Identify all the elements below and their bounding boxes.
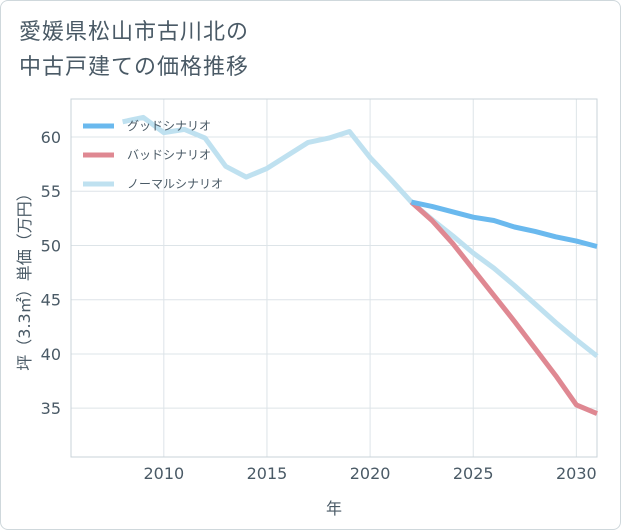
- x-axis-label: 年: [326, 499, 342, 518]
- y-tick-label-40: 40: [41, 345, 61, 364]
- x-tick-label-2025: 2025: [453, 464, 494, 483]
- chart-title-line-1: 愛媛県松山市古川北の: [19, 20, 250, 45]
- series-line-1: [409, 200, 598, 416]
- legend-label-1: バッドシナリオ: [127, 148, 211, 162]
- y-tick-label-35: 35: [41, 399, 61, 418]
- series-lines: [122, 114, 599, 416]
- y-tick-label-60: 60: [41, 128, 61, 147]
- y-axis-label: 坪（3.3㎡）単価（万円）: [15, 185, 34, 370]
- series-line-2: [122, 114, 599, 359]
- chart-title: 愛媛県松山市古川北の 中古戸建ての価格推移: [19, 15, 249, 85]
- y-tick-label-50: 50: [41, 236, 61, 255]
- legend-label-0: グッドシナリオ: [127, 119, 211, 133]
- plot-area-border: [70, 98, 598, 458]
- chart-title-line-2: 中古戸建ての価格推移: [19, 55, 250, 80]
- series-line-0: [410, 199, 598, 249]
- x-tick-label-2020: 2020: [350, 464, 391, 483]
- legend-label-2: ノーマルシナリオ: [127, 177, 223, 191]
- y-tick-label-45: 45: [41, 291, 61, 310]
- plot-frame: [70, 98, 598, 458]
- tick-labels: 2010 2015 2020 2025 2030 35 40 45 50 55 60: [41, 128, 597, 483]
- x-tick-label-2015: 2015: [247, 464, 288, 483]
- x-tick-label-2010: 2010: [143, 464, 184, 483]
- x-tick-label-2030: 2030: [556, 464, 597, 483]
- y-tick-label-55: 55: [41, 182, 61, 201]
